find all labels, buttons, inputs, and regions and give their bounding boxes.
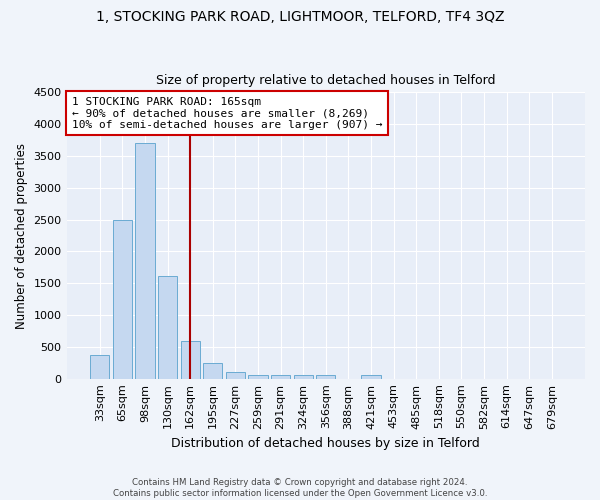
X-axis label: Distribution of detached houses by size in Telford: Distribution of detached houses by size … [172,437,480,450]
Bar [361,374,380,378]
Text: Contains HM Land Registry data © Crown copyright and database right 2024.
Contai: Contains HM Land Registry data © Crown c… [113,478,487,498]
Text: 1 STOCKING PARK ROAD: 165sqm
← 90% of detached houses are smaller (8,269)
10% of: 1 STOCKING PARK ROAD: 165sqm ← 90% of de… [72,96,382,130]
Bar [158,276,177,378]
Y-axis label: Number of detached properties: Number of detached properties [15,142,28,328]
Bar [181,340,200,378]
Title: Size of property relative to detached houses in Telford: Size of property relative to detached ho… [156,74,496,87]
Bar [248,374,268,378]
Bar [271,376,290,378]
Bar [136,143,155,378]
Bar [113,220,132,378]
Text: 1, STOCKING PARK ROAD, LIGHTMOOR, TELFORD, TF4 3QZ: 1, STOCKING PARK ROAD, LIGHTMOOR, TELFOR… [96,10,504,24]
Bar [226,372,245,378]
Bar [316,376,335,378]
Bar [203,364,223,378]
Bar [293,376,313,378]
Bar [90,355,109,378]
